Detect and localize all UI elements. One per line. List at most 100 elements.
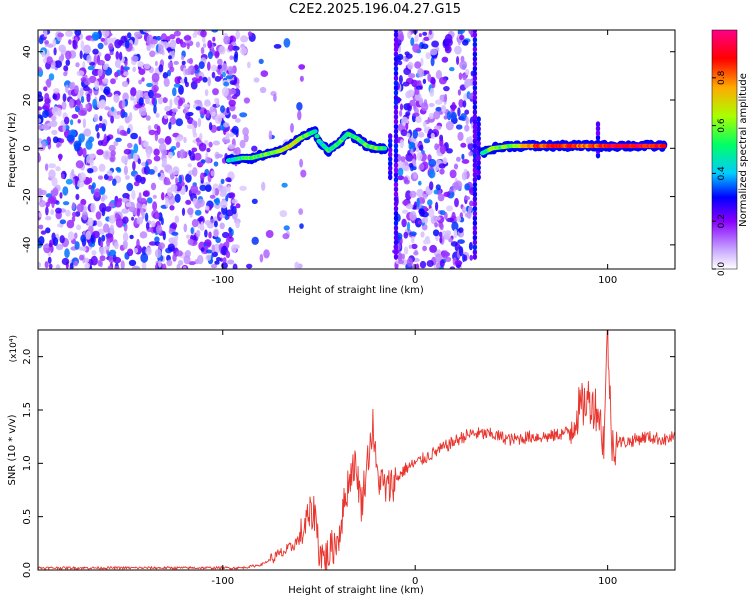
noise-speckle — [38, 212, 42, 218]
noise-speckle — [141, 77, 145, 82]
noise-speckle — [97, 68, 103, 77]
noise-speckle — [108, 43, 114, 50]
x-tick-label: 0 — [412, 576, 418, 587]
noise-speckle — [227, 259, 235, 265]
noise-speckle — [157, 172, 161, 177]
noise-speckle — [58, 44, 66, 53]
noise-speckle — [48, 73, 55, 81]
noise-speckle — [412, 112, 420, 117]
noise-speckle — [60, 173, 65, 179]
noise-speckle — [143, 63, 151, 70]
noise-speckle — [408, 141, 415, 152]
noise-speckle — [450, 111, 457, 121]
noise-speckle — [44, 40, 49, 45]
noise-speckle — [93, 220, 98, 226]
noise-speckle — [156, 225, 163, 234]
streak-segment — [393, 142, 399, 149]
streak-segment — [393, 205, 399, 212]
colorbar: 0.0 0.2 0.4 0.6 0.8 Normalized spectral ampl… — [711, 29, 749, 276]
noise-speckle — [109, 154, 116, 163]
noise-speckle — [268, 130, 273, 141]
streak-segment — [393, 70, 399, 77]
noise-speckle — [432, 229, 440, 237]
noise-speckle — [44, 93, 50, 101]
noise-speckle — [409, 231, 417, 236]
noise-speckle — [465, 116, 469, 126]
noise-speckle — [141, 111, 148, 116]
noise-speckle — [154, 248, 162, 258]
noise-speckle — [51, 177, 58, 187]
noise-speckle — [165, 198, 169, 208]
noise-speckle — [198, 76, 203, 81]
noise-speckle — [127, 248, 134, 257]
noise-speckle — [214, 204, 221, 210]
noise-speckle — [38, 36, 44, 45]
noise-speckle — [150, 39, 158, 45]
signal-track — [225, 126, 668, 165]
noise-speckle — [71, 202, 76, 210]
noise-speckle — [401, 253, 405, 260]
noise-speckle — [438, 77, 447, 85]
noise-speckle — [407, 89, 415, 98]
noise-speckle — [104, 53, 111, 62]
noise-speckle — [38, 262, 42, 268]
noise-speckle — [172, 87, 177, 97]
noise-speckle — [71, 216, 76, 222]
noise-speckle — [121, 80, 129, 88]
noise-speckle — [242, 127, 249, 137]
noise-speckle — [418, 180, 422, 186]
noise-speckle — [55, 207, 62, 214]
noise-speckle — [431, 78, 436, 85]
streak-segment — [476, 169, 481, 176]
streak-segment — [388, 137, 393, 144]
streak-segment — [393, 99, 399, 106]
noise-speckle — [73, 260, 79, 267]
noise-speckle — [190, 80, 198, 90]
noise-speckle — [109, 51, 114, 56]
y-tick-label: 0 — [22, 145, 33, 151]
noise-speckle — [169, 205, 175, 211]
noise-speckle — [166, 259, 173, 267]
noise-speckle — [427, 199, 433, 206]
noise-speckle — [83, 44, 91, 54]
noise-speckle — [409, 190, 417, 198]
noise-speckle — [54, 60, 62, 68]
streak-segment — [472, 51, 478, 58]
noise-speckle — [102, 30, 110, 38]
noise-speckle — [160, 217, 164, 226]
noise-speckle — [138, 192, 142, 202]
noise-speckle — [82, 147, 87, 158]
noise-speckle — [97, 42, 104, 50]
noise-speckle — [452, 182, 460, 190]
noise-speckle — [136, 238, 140, 249]
noise-speckle — [415, 263, 420, 269]
streak-segment — [472, 36, 478, 43]
noise-speckle — [86, 154, 94, 164]
noise-speckle — [247, 61, 251, 69]
noise-speckle — [47, 256, 52, 264]
noise-speckle — [57, 107, 62, 117]
noise-speckle — [106, 238, 111, 247]
noise-speckle — [83, 85, 90, 92]
streak-segment — [472, 89, 478, 96]
y-tick-label: -20 — [22, 188, 33, 204]
noise-speckle — [80, 40, 85, 51]
noise-speckle — [454, 45, 462, 55]
noise-speckle — [456, 156, 461, 162]
noise-speckle — [103, 133, 108, 143]
noise-speckle — [239, 139, 246, 149]
noise-speckle — [61, 257, 70, 266]
streak-segment — [393, 200, 399, 207]
noise-speckle — [435, 184, 441, 191]
noise-speckle — [162, 157, 168, 167]
noise-speckle — [95, 211, 102, 220]
noise-speckle — [417, 68, 425, 78]
noise-speckle — [119, 129, 126, 136]
streak-segment — [388, 151, 393, 158]
noise-speckle — [214, 188, 220, 196]
noise-speckle — [163, 77, 170, 87]
noise-speckle — [129, 234, 134, 240]
noise-speckle — [225, 239, 230, 249]
noise-speckle — [263, 249, 270, 259]
noise-speckle — [211, 251, 218, 258]
